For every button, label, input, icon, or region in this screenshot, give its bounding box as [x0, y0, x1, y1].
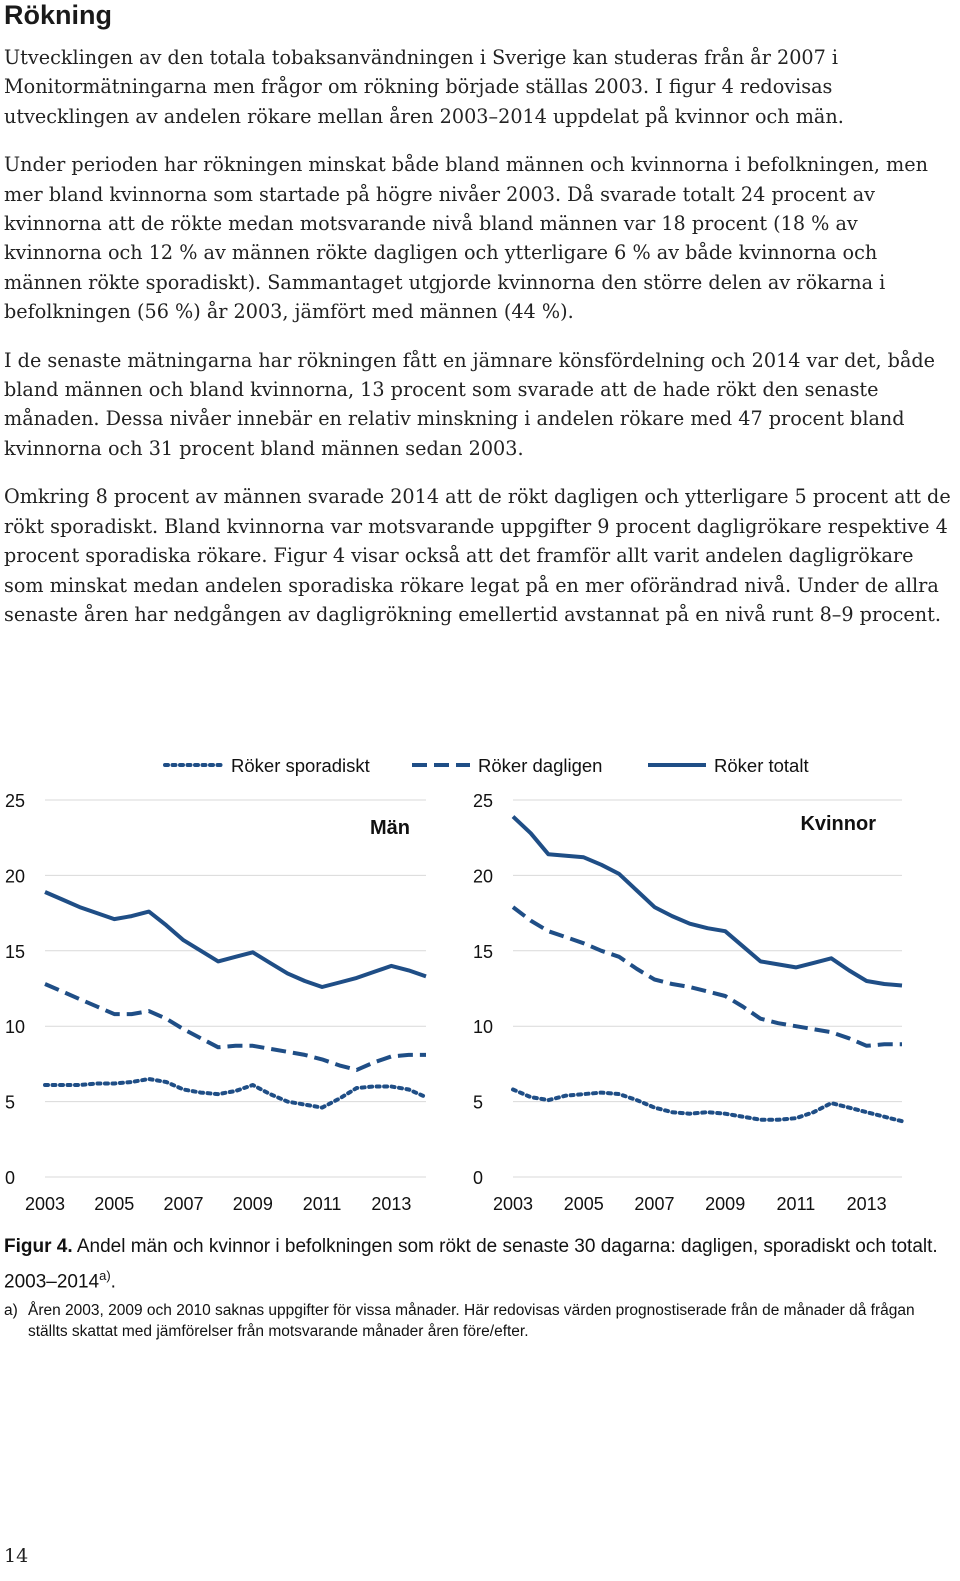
y-tick-label: 25 [473, 791, 493, 811]
y-tick-label: 10 [473, 1017, 493, 1037]
series-line-dotted [43, 1077, 428, 1110]
series-line-solid [511, 815, 903, 988]
y-tick-label: 0 [5, 1168, 15, 1188]
y-tick-label: 0 [473, 1168, 483, 1188]
section-heading: Rökning [4, 0, 112, 30]
panel-title: Män [370, 817, 410, 839]
x-tick-label: 2005 [94, 1194, 134, 1214]
y-tick-label: 10 [5, 1017, 25, 1037]
caption-end: . [110, 1271, 116, 1293]
body-text: Utvecklingen av den totala tobaksanvändn… [4, 43, 956, 648]
y-tick-label: 15 [473, 942, 493, 962]
series-line-dashed [511, 905, 902, 1048]
x-tick-label: 2005 [564, 1194, 604, 1214]
x-tick-label: 2007 [634, 1194, 674, 1214]
x-tick-label: 2011 [303, 1194, 342, 1214]
x-tick-label: 2009 [705, 1194, 745, 1214]
y-tick-label: 5 [5, 1093, 15, 1113]
series-line-dotted [511, 1087, 904, 1124]
y-tick-label: 25 [5, 791, 25, 811]
legend-label: Röker totalt [714, 755, 809, 776]
x-tick-label: 2003 [25, 1194, 65, 1214]
caption-text: Andel män och kvinnor i befolkningen som… [4, 1236, 938, 1293]
footnote-mark: a) [4, 1302, 18, 1319]
x-tick-label: 2003 [493, 1194, 533, 1214]
caption-label: Figur 4. [4, 1236, 73, 1257]
paragraph: Omkring 8 procent av männen svarade 2014… [4, 485, 951, 626]
x-tick-label: 2013 [371, 1194, 411, 1214]
y-tick-label: 20 [5, 866, 25, 886]
series-line-dashed [44, 982, 426, 1072]
x-tick-label: 2013 [847, 1194, 887, 1214]
legend-label: Röker sporadiskt [231, 755, 370, 776]
paragraph: Utvecklingen av den totala tobaksanvändn… [4, 46, 844, 128]
footnote-text: Åren 2003, 2009 och 2010 saknas uppgifte… [28, 1302, 915, 1340]
paragraph: I de senaste mätningarna har rökningen f… [4, 348, 936, 460]
y-tick-label: 15 [5, 942, 25, 962]
paragraph: Under perioden har rökningen minskat båd… [4, 153, 928, 324]
figure-4-chart: Röker sporadiskt Röker dagligen Röker tota… [5, 755, 904, 1214]
x-tick-label: 2009 [233, 1194, 273, 1214]
x-tick-label: 2007 [164, 1194, 204, 1214]
legend-label: Röker dagligen [478, 755, 602, 776]
page-number: 14 [4, 1545, 29, 1567]
y-tick-label: 20 [473, 866, 493, 886]
y-tick-label: 5 [473, 1093, 483, 1113]
x-tick-label: 2011 [777, 1194, 816, 1214]
footnote: a) Åren 2003, 2009 och 2010 saknas uppgi… [4, 1300, 954, 1342]
panel-title: Kvinnor [800, 813, 876, 835]
series-line-solid [44, 890, 427, 989]
caption-footnote-ref: a) [99, 1268, 111, 1283]
figure-caption: Figur 4. Andel män och kvinnor i befolkn… [4, 1232, 954, 1296]
